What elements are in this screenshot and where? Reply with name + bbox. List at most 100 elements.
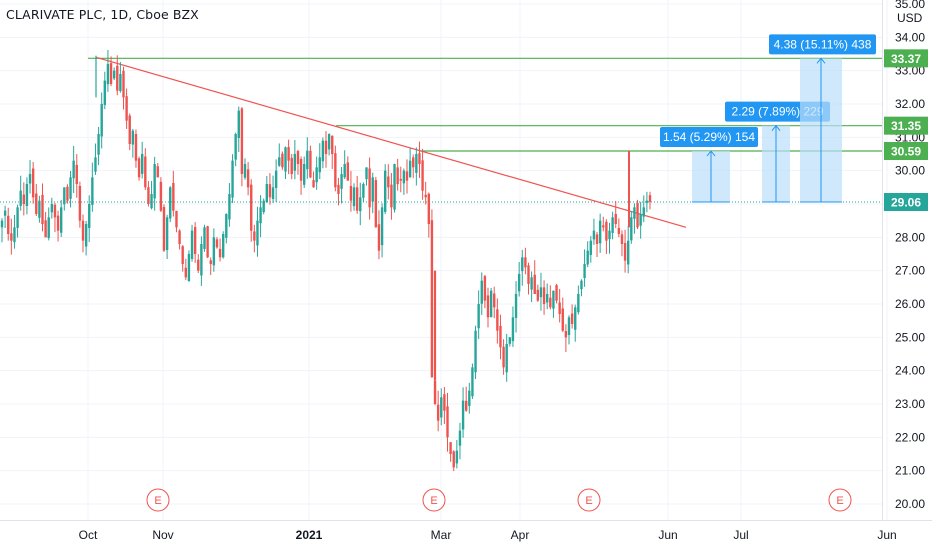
trendline[interactable] (95, 56, 687, 228)
candle-body (112, 70, 116, 79)
price-tick-label: 21.00 (895, 464, 925, 478)
candle-body (474, 330, 477, 373)
time-tick-label: Nov (152, 528, 173, 542)
candle-body (549, 297, 552, 308)
candle-body (521, 257, 524, 272)
candle-body (630, 217, 633, 241)
candle-body (197, 259, 200, 271)
candle-body (119, 74, 122, 92)
candle-body (393, 164, 396, 210)
candle-body (97, 134, 100, 155)
candle-body (331, 135, 334, 154)
time-tick-label: Jul (733, 528, 748, 542)
candle-body (278, 157, 281, 166)
candle-body (617, 227, 621, 234)
candle-body (461, 400, 465, 430)
candle-body (468, 390, 471, 406)
candle-body (483, 276, 487, 301)
price-tick-label: 32.00 (895, 97, 925, 111)
candle-body (324, 140, 328, 154)
candle-body (489, 290, 493, 318)
candle-body (530, 277, 533, 290)
earnings-event-label: E (154, 495, 161, 507)
candle-body (340, 174, 343, 189)
candle-body (125, 96, 128, 121)
earnings-event-marker[interactable] (422, 488, 446, 512)
descending-trendline[interactable] (95, 56, 687, 228)
price-axis-tag-text: 31.35 (891, 119, 921, 133)
measure-arrow-head (816, 57, 826, 64)
price-axis-labels: 33.37 31.35 30.59 29.06 (884, 49, 928, 211)
candle-body (3, 210, 7, 216)
candle-body (128, 115, 131, 144)
measure-label-box (769, 34, 876, 55)
candle-body (150, 194, 153, 209)
candle-body (181, 246, 184, 264)
candle-body (558, 302, 561, 314)
candle-body (243, 164, 247, 178)
candle-body (69, 177, 72, 199)
candle-body (206, 226, 209, 258)
price-axis-divider (882, 0, 883, 520)
candle-body (499, 325, 502, 348)
candle-body (371, 177, 374, 202)
candle-body (564, 331, 568, 338)
time-tick-label: Oct (79, 528, 98, 542)
candle-body (430, 220, 434, 378)
candle-body (602, 225, 605, 228)
candle-body (633, 207, 636, 219)
candle-body (477, 304, 480, 329)
candle-body (383, 170, 387, 212)
time-axis-divider (0, 520, 932, 521)
candle-body (552, 290, 555, 309)
price-tick-label: 28.00 (895, 230, 925, 244)
candle-body (433, 380, 437, 404)
candle-body (449, 442, 452, 454)
measure-arrow-head (771, 124, 781, 131)
candle-body (16, 207, 19, 228)
candle-body (396, 167, 399, 184)
candle-body (147, 187, 150, 204)
candle-body (334, 153, 337, 188)
earnings-event-marker[interactable] (146, 488, 170, 512)
candle-body (140, 154, 144, 174)
candle-body (645, 200, 649, 203)
candlestick-series (0, 49, 652, 472)
earnings-event-marker[interactable] (828, 488, 852, 512)
candle-body (144, 156, 147, 188)
candle-body (458, 430, 462, 446)
candle-body (570, 313, 574, 324)
candle-body (81, 220, 85, 241)
candle-body (343, 164, 346, 178)
candle-body (225, 214, 228, 238)
symbol-title: CLARIVATE PLC, 1D, Cboe BZX (6, 7, 199, 22)
candle-body (259, 207, 262, 224)
candle-body (574, 307, 577, 330)
candle-body (486, 295, 490, 318)
candle-body (639, 214, 642, 226)
candle-body (221, 234, 225, 258)
candle-body (7, 215, 10, 234)
candle-body (38, 200, 41, 218)
candle-body (246, 169, 250, 188)
candle-body (56, 215, 60, 231)
earnings-event-label: E (836, 495, 843, 507)
candle-body (452, 451, 455, 468)
candle-body (567, 317, 571, 335)
candle-body (290, 157, 293, 174)
price-axis[interactable]: 20.00 21.00 22.00 23.00 24.00 25.00 26.00 27.00… (895, 0, 925, 511)
earnings-event-marker[interactable] (577, 488, 601, 512)
candle-body (380, 207, 384, 246)
candle-body (212, 237, 216, 266)
grid-lines (0, 0, 888, 520)
time-axis[interactable]: Oct Nov 2021 Mar Apr Jun Jul Jun (79, 528, 897, 542)
candle-body (209, 260, 212, 264)
candle-body (156, 166, 159, 178)
candle-body (505, 344, 508, 373)
candle-body (480, 280, 483, 304)
candle-body (302, 164, 306, 185)
candle-body (399, 178, 402, 181)
